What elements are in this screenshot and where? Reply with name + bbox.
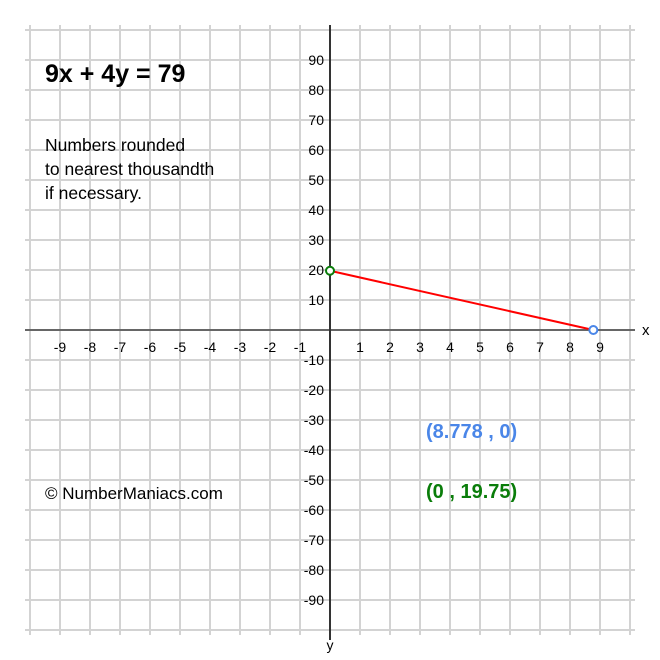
- x-tick-label: -8: [84, 339, 97, 355]
- equation-title: 9x + 4y = 79: [45, 60, 186, 88]
- equation-line: [329, 269, 594, 331]
- note-line: Numbers rounded: [45, 135, 186, 155]
- x-tick-label: -9: [54, 339, 67, 355]
- y-intercept-point: [325, 265, 335, 276]
- x-tick-label: -4: [204, 339, 217, 355]
- x-tick-label: -7: [114, 339, 127, 355]
- x-tick-label: 9: [596, 339, 604, 355]
- y-tick-label: 30: [308, 232, 324, 248]
- x-tick-label: 5: [476, 339, 484, 355]
- y-tick-label: -70: [304, 532, 324, 548]
- y-tick-label: -40: [304, 442, 324, 458]
- x-tick-label: -2: [264, 339, 277, 355]
- note-line: if necessary.: [45, 183, 142, 203]
- x-tick-label: 7: [536, 339, 544, 355]
- x-tick-label: 2: [386, 339, 394, 355]
- x-tick-label: 1: [356, 339, 364, 355]
- x-tick-label: 3: [416, 339, 424, 355]
- x-intercept-point: [588, 325, 599, 335]
- x-tick-label: 4: [446, 339, 454, 355]
- copyright: © NumberManiacs.com: [45, 484, 223, 503]
- y-tick-label: 80: [308, 82, 324, 98]
- y-intercept-label: (0 , 19.75): [426, 481, 518, 503]
- y-tick-label: -90: [304, 592, 324, 608]
- x-tick-label: 8: [566, 339, 574, 355]
- y-tick-label: -30: [304, 412, 324, 428]
- y-tick-label: 10: [308, 292, 324, 308]
- y-tick-label: -50: [304, 472, 324, 488]
- x-tick-label: -3: [234, 339, 247, 355]
- x-tick-label: 6: [506, 339, 514, 355]
- note-line: to nearest thousandth: [45, 159, 215, 179]
- y-tick-label: 50: [308, 172, 324, 188]
- y-tick-label: -80: [304, 562, 324, 578]
- y-tick-label: 60: [308, 142, 324, 158]
- x-axis-label: x: [642, 322, 650, 339]
- y-tick-label: 70: [308, 112, 324, 128]
- x-tick-label: -1: [294, 339, 307, 355]
- y-tick-label: 40: [308, 202, 324, 218]
- y-tick-label: -10: [304, 352, 324, 368]
- rounding-note: Numbers rounded to nearest thousandth if…: [45, 133, 214, 205]
- x-tick-label: -6: [144, 339, 157, 355]
- x-tick-label: -5: [174, 339, 187, 355]
- y-tick-label: 90: [308, 52, 324, 68]
- y-tick-label: 20: [308, 262, 324, 278]
- y-tick-label: -20: [304, 382, 324, 398]
- y-tick-label: -60: [304, 502, 324, 518]
- y-axis-label: y: [327, 637, 334, 653]
- x-intercept-label: (8.778 , 0): [426, 421, 518, 443]
